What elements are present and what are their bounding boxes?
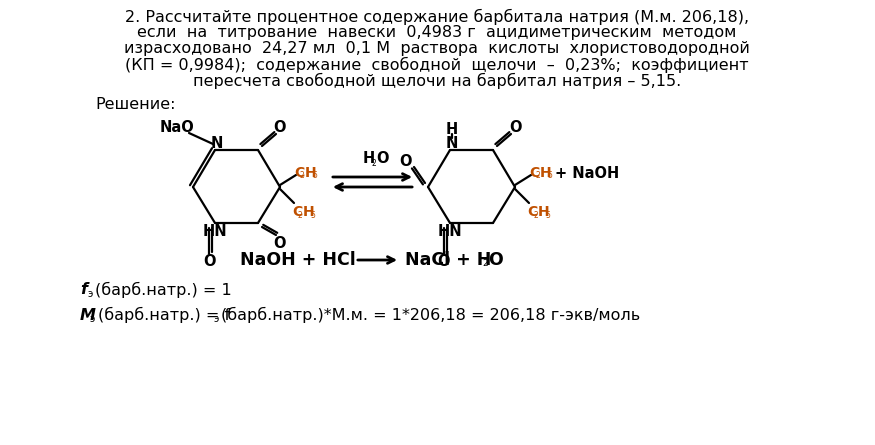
Text: э: э — [87, 289, 93, 299]
Text: O: O — [274, 121, 286, 135]
Text: 2: 2 — [482, 259, 487, 268]
Text: израсходовано  24,27 мл  0,1 М  раствора  кислоты  хлористоводородной: израсходовано 24,27 мл 0,1 М раствора ки… — [124, 41, 750, 56]
Text: H: H — [540, 166, 551, 180]
Text: H: H — [305, 166, 317, 180]
Text: N: N — [211, 137, 223, 151]
Text: если  на  титрование  навески  0,4983 г  ацидиметрическим  методом: если на титрование навески 0,4983 г ацид… — [137, 25, 737, 40]
Text: 2: 2 — [535, 171, 540, 181]
Text: (барб.натр.)*М.м. = 1*206,18 = 206,18 г-экв/моль: (барб.натр.)*М.м. = 1*206,18 = 206,18 г-… — [221, 307, 640, 323]
Text: 5: 5 — [310, 210, 315, 219]
Text: 5: 5 — [547, 171, 552, 181]
Text: H: H — [303, 205, 315, 219]
Text: 2: 2 — [533, 210, 538, 219]
Text: M: M — [80, 307, 96, 323]
Text: O: O — [376, 151, 388, 166]
Text: H: H — [446, 122, 458, 138]
Text: 5: 5 — [545, 210, 550, 219]
Text: C: C — [292, 205, 302, 219]
Text: O: O — [438, 254, 451, 268]
Text: 2: 2 — [371, 159, 375, 168]
Text: 2. Рассчитайте процентное содержание барбитала натрия (М.м. 206,18),: 2. Рассчитайте процентное содержание бар… — [125, 9, 749, 25]
Text: f: f — [80, 283, 87, 298]
Text: 2: 2 — [298, 210, 303, 219]
Text: Решение:: Решение: — [95, 97, 176, 112]
Text: C: C — [527, 205, 537, 219]
Text: NaOH + HCl: NaOH + HCl — [240, 251, 356, 269]
Text: O: O — [488, 251, 503, 269]
Text: H: H — [363, 151, 375, 166]
Text: O: O — [203, 254, 215, 268]
Text: NaCl + H: NaCl + H — [405, 251, 492, 269]
Text: O: O — [274, 235, 286, 251]
Text: C: C — [529, 166, 539, 180]
Text: э: э — [213, 314, 219, 324]
Text: 5: 5 — [312, 171, 317, 181]
Text: O: O — [400, 154, 412, 169]
Text: (КП = 0,9984);  содержание  свободной  щелочи  –  0,23%;  коэффициент: (КП = 0,9984); содержание свободной щело… — [125, 57, 749, 73]
Text: C: C — [294, 166, 304, 180]
Text: N: N — [446, 137, 458, 151]
Text: пересчета свободной щелочи на барбитал натрия – 5,15.: пересчета свободной щелочи на барбитал н… — [192, 73, 681, 89]
Text: HN: HN — [203, 223, 228, 239]
Text: NaO: NaO — [159, 121, 194, 135]
Text: (барб.натр.) = 1: (барб.натр.) = 1 — [95, 282, 232, 298]
Text: HN: HN — [438, 223, 463, 239]
Text: H: H — [538, 205, 550, 219]
Text: O: O — [508, 121, 522, 135]
Text: + NaOH: + NaOH — [555, 166, 620, 181]
Text: 2: 2 — [300, 171, 304, 181]
Text: (барб.натр.) = f: (барб.натр.) = f — [98, 307, 230, 323]
Text: э: э — [90, 314, 95, 324]
